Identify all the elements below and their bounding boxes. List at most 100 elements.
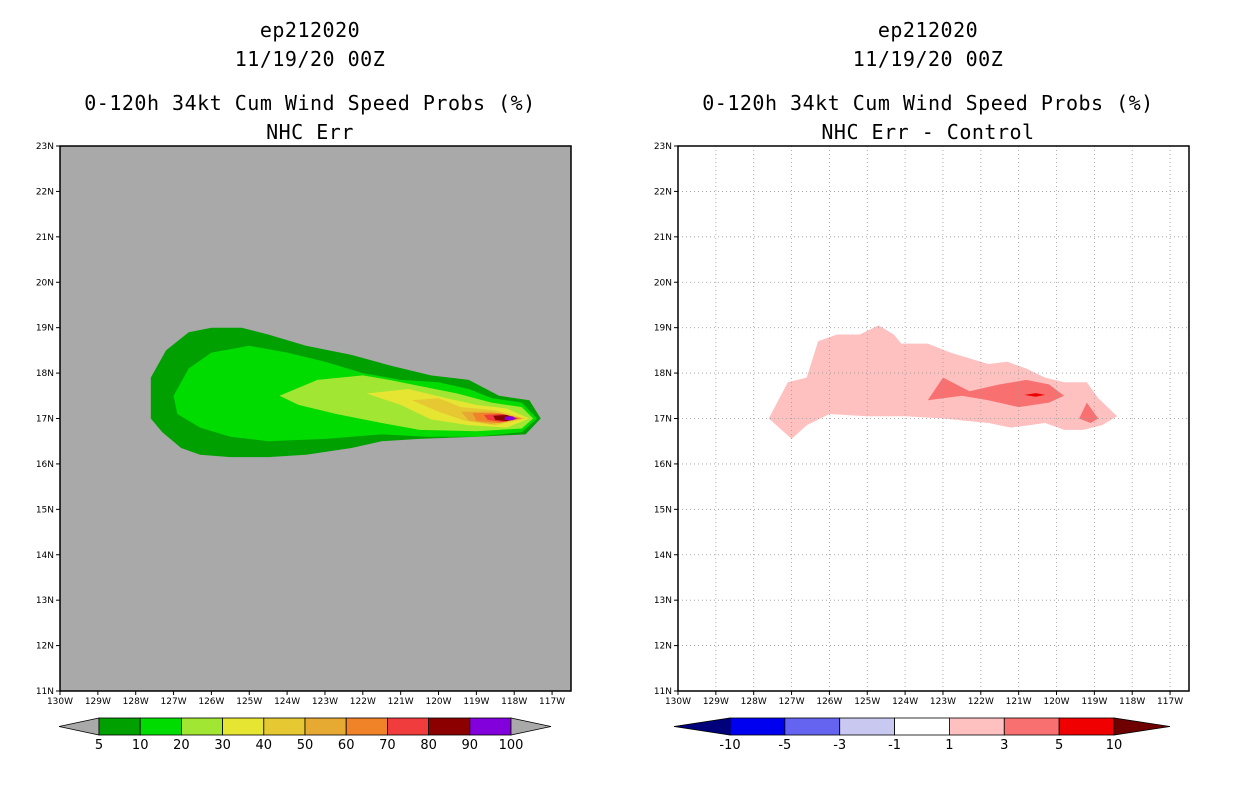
right-x-tick-label: 124W — [892, 697, 918, 707]
right-colorbar-label: -1 — [888, 738, 901, 753]
right-colorbar-box — [1003, 717, 1060, 736]
left-colorbar-label: 5 — [95, 738, 103, 753]
right-y-tick-label: 13N — [654, 596, 672, 606]
left-y-tick-label: 18N — [36, 369, 54, 379]
right-contour-3 — [927, 377, 1065, 408]
right-colorbar-box — [894, 717, 950, 736]
right-x-tick-label: 121W — [1006, 697, 1032, 707]
left-x-tick-label: 123W — [312, 697, 338, 707]
right-colorbar-label: 5 — [1055, 738, 1063, 753]
left-colorbar-low-arrow — [58, 717, 100, 736]
left-colorbar-box — [139, 717, 182, 736]
right-x-tick-label: 123W — [930, 697, 956, 707]
right-x-tick-label: 126W — [816, 697, 842, 707]
left-colorbar-box — [222, 717, 265, 736]
left-x-tick-label: 120W — [425, 697, 451, 707]
right-x-tick-label: 119W — [1081, 697, 1107, 707]
right-contour-layer — [678, 146, 1189, 691]
left-chart-title: 0-120h 34kt Cum Wind Speed Probs (%) — [84, 91, 536, 115]
left-datetime: 11/19/20 00Z — [234, 47, 386, 71]
left-colorbar-box — [98, 717, 141, 736]
left-colorbar-box — [180, 717, 223, 736]
right-chart-title: 0-120h 34kt Cum Wind Speed Probs (%) — [702, 91, 1154, 115]
left-contour-layer — [150, 327, 541, 458]
left-y-tick-label: 12N — [36, 642, 54, 652]
left-y-tick-label: 21N — [36, 233, 54, 243]
left-colorbar-box — [428, 717, 471, 736]
left-y-tick-label: 23N — [36, 142, 54, 152]
right-x-tick-label: 120W — [1043, 697, 1069, 707]
right-colorbar-box — [949, 717, 1005, 736]
right-colorbar-label: 10 — [1106, 738, 1123, 753]
right-x-tick-label: 129W — [703, 697, 729, 707]
left-colorbar: 5 10 20 30 40 50 60 70 80 90 100 — [58, 717, 552, 753]
right-colorbar-low-arrow — [673, 717, 731, 736]
left-x-tick-label: 125W — [236, 697, 262, 707]
left-chart-subtitle: NHC Err — [266, 120, 354, 144]
right-colorbar-box — [839, 717, 895, 736]
right-datetime: 11/19/20 00Z — [852, 47, 1004, 71]
right-x-tick-label: 128W — [741, 697, 767, 707]
right-colorbar-box — [1058, 717, 1115, 736]
left-colorbar-label: 50 — [297, 738, 314, 753]
right-colorbar-box — [784, 717, 841, 736]
left-storm-id: ep212020 — [259, 18, 361, 42]
right-x-tick-label: 125W — [854, 697, 880, 707]
left-y-tick-label: 15N — [36, 505, 54, 515]
right-storm-id: ep212020 — [877, 18, 979, 42]
right-colorbar-label: 1 — [945, 738, 953, 753]
left-y-tick-label: 16N — [36, 460, 54, 470]
left-y-tick-label: 13N — [36, 596, 54, 606]
left-colorbar-box — [345, 717, 388, 736]
left-colorbar-box — [304, 717, 347, 736]
left-chart-panel: 130W 129W 128W 127W 126W 125W 124W 123W 122W 121W… — [36, 142, 572, 753]
right-y-tick-label: 22N — [654, 187, 672, 197]
left-colorbar-label: 90 — [462, 738, 479, 753]
left-y-tick-label: 20N — [36, 278, 54, 288]
left-contour-90 — [504, 416, 517, 421]
left-x-tick-label: 121W — [388, 697, 414, 707]
right-x-tick-label: 122W — [968, 697, 994, 707]
left-x-tick-label: 124W — [274, 697, 300, 707]
right-chart-panel: 130W 129W 128W 127W 126W 125W 124W 123W 122W 121W… — [654, 142, 1190, 753]
left-colorbar-high-arrow — [510, 717, 552, 736]
left-colorbar-label: 30 — [214, 738, 231, 753]
right-x-tick-label: 130W — [665, 697, 691, 707]
right-x-tick-label: 118W — [1119, 697, 1145, 707]
right-colorbar-label: -5 — [778, 738, 791, 753]
left-colorbar-label: 40 — [256, 738, 273, 753]
right-y-tick-label: 14N — [654, 551, 672, 561]
left-x-tick-label: 117W — [539, 697, 565, 707]
left-x-tick-label: 130W — [47, 697, 73, 707]
right-colorbar-high-arrow — [1113, 717, 1171, 736]
left-x-tick-label: 119W — [463, 697, 489, 707]
right-y-tick-label: 19N — [654, 324, 672, 334]
left-colorbar-label: 80 — [420, 738, 437, 753]
left-x-tick-label: 118W — [501, 697, 527, 707]
left-colorbar-label: 70 — [379, 738, 396, 753]
left-colorbar-box — [386, 717, 429, 736]
left-y-tick-label: 19N — [36, 324, 54, 334]
right-colorbar: -10 -5 -3 -1 1 3 5 10 — [673, 717, 1171, 753]
right-colorbar-label: -3 — [833, 738, 846, 753]
left-x-tick-label: 126W — [198, 697, 224, 707]
left-x-tick-label: 128W — [123, 697, 149, 707]
right-colorbar-label: 3 — [1000, 738, 1008, 753]
left-colorbar-label: 10 — [132, 738, 149, 753]
right-y-tick-label: 16N — [654, 460, 672, 470]
right-y-tick-label: 20N — [654, 278, 672, 288]
left-x-tick-label: 129W — [85, 697, 111, 707]
right-y-tick-label: 11N — [654, 687, 672, 697]
right-y-tick-label: 23N — [654, 142, 672, 152]
left-x-tick-label: 127W — [161, 697, 187, 707]
right-contour-5 — [1024, 393, 1046, 397]
left-colorbar-label: 100 — [499, 738, 524, 753]
right-chart-subtitle: NHC Err - Control — [821, 120, 1035, 144]
right-x-tick-label: 127W — [779, 697, 805, 707]
left-y-tick-label: 14N — [36, 551, 54, 561]
left-y-tick-label: 17N — [36, 415, 54, 425]
left-colorbar-box — [469, 717, 512, 736]
left-y-tick-label: 11N — [36, 687, 54, 697]
right-y-tick-label: 18N — [654, 369, 672, 379]
